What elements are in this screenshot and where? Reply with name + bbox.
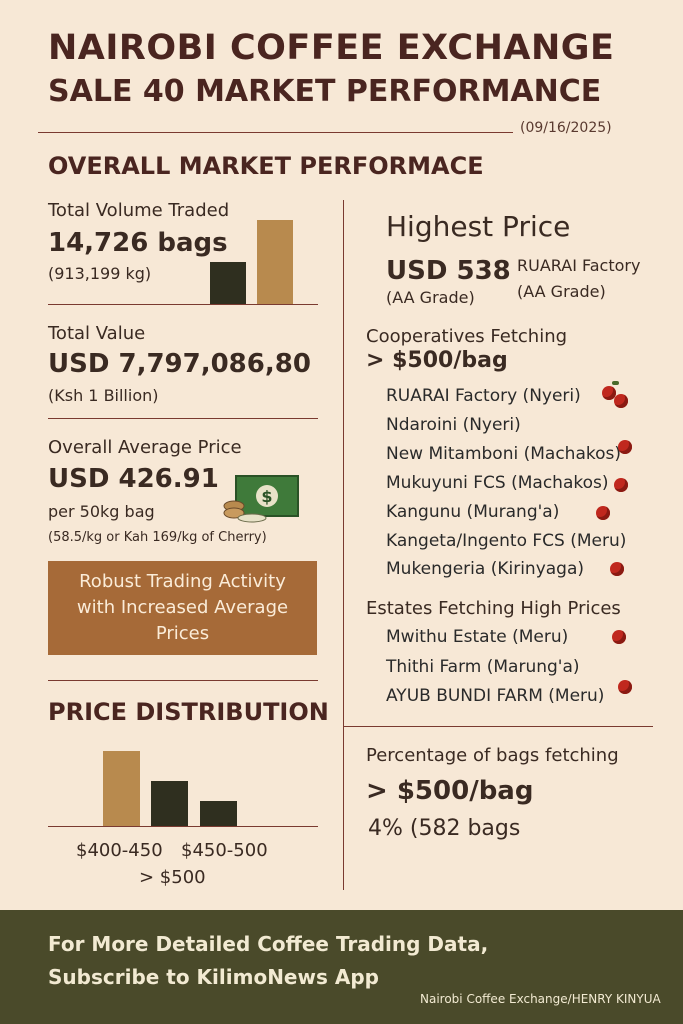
divider-1: [48, 304, 318, 305]
percentage-value: 4% (582 bags: [368, 816, 521, 841]
dist-bar-400-450: [103, 751, 140, 826]
value-label: Total Value: [48, 323, 146, 344]
highest-title: Highest Price: [386, 210, 571, 243]
average-note: (58.5/kg or Kah 169/kg of Cherry): [48, 530, 267, 545]
coffee-cherry-icon: [614, 478, 628, 492]
coffee-cherry-icon: [602, 386, 616, 400]
coffee-cherry-icon: [618, 680, 632, 694]
page-title: NAIROBI COFFEE EXCHANGE: [48, 28, 615, 68]
dist-label-2: $450-500: [181, 840, 268, 861]
highest-value: USD 538: [386, 256, 511, 286]
coop-item: RUARAI Factory (Nyeri): [386, 386, 581, 406]
value-sub: (Ksh 1 Billion): [48, 386, 159, 405]
divider-right: [343, 726, 653, 727]
coop-item: Mukengeria (Kirinyaga): [386, 559, 585, 579]
coop-item: Mukuyuni FCS (Machakos): [386, 473, 609, 493]
coop-item: New Mitamboni (Machakos): [386, 444, 621, 464]
coop-threshold: > $500/bag: [366, 348, 508, 373]
average-label: Overall Average Price: [48, 437, 242, 458]
page-subtitle: SALE 40 MARKET PERFORMANCE: [48, 74, 602, 109]
column-divider: [343, 200, 344, 890]
coffee-cherry-icon: [614, 394, 628, 408]
coffee-cherry-icon: [618, 440, 632, 454]
highest-grade: (AA Grade): [386, 288, 475, 307]
svg-text:$: $: [261, 487, 272, 506]
volume-value: 14,726 bags: [48, 228, 228, 258]
coop-item: Kangunu (Murang'a): [386, 502, 560, 522]
volume-sub: (913,199 kg): [48, 264, 152, 283]
leaf-icon: [612, 381, 619, 385]
coffee-cherry-icon: [596, 506, 610, 520]
coop-item: Kangeta/Ingento FCS (Meru): [386, 531, 627, 551]
volume-bar-tan: [257, 220, 293, 304]
dist-label-3: > $500: [139, 867, 206, 888]
percentage-threshold: > $500/bag: [366, 776, 534, 806]
dist-label-1: $400-450: [76, 840, 163, 861]
cash-icon: $: [222, 474, 302, 524]
average-value: USD 426.91: [48, 464, 219, 494]
dist-bar-500-plus: [200, 801, 237, 826]
value-amount: USD 7,797,086,80: [48, 349, 311, 379]
percentage-title: Percentage of bags fetching: [366, 745, 619, 766]
estate-item: Thithi Farm (Marung'a): [386, 657, 580, 677]
footer-credit: Nairobi Coffee Exchange/HENRY KINYUA: [420, 992, 661, 1006]
estate-item: Mwithu Estate (Meru): [386, 627, 569, 647]
dist-bar-450-500: [151, 781, 188, 826]
coffee-cherry-icon: [612, 630, 626, 644]
footer-cta: For More Detailed Coffee Trading Data, S…: [48, 928, 488, 994]
coop-title: Cooperatives Fetching: [366, 326, 568, 347]
volume-bar-dark: [210, 262, 246, 304]
divider-3: [48, 680, 318, 681]
coop-item: Ndaroini (Nyeri): [386, 415, 521, 435]
footer-banner: [0, 910, 683, 1024]
highest-factory-grade: (AA Grade): [517, 282, 606, 301]
footer-line-2: Subscribe to KilimoNews App: [48, 965, 379, 989]
footer-line-1: For More Detailed Coffee Trading Data,: [48, 932, 489, 956]
highest-factory: RUARAI Factory: [517, 256, 641, 275]
callout-box: Robust Trading Activity with Increased A…: [48, 561, 317, 655]
overall-section-title: OVERALL MARKET PERFORMACE: [48, 152, 484, 180]
dist-baseline: [48, 826, 318, 827]
estate-item: AYUB BUNDI FARM (Meru): [386, 686, 605, 706]
callout-text: Robust Trading Activity with Increased A…: [76, 571, 289, 644]
coffee-cherry-icon: [610, 562, 624, 576]
average-sub: per 50kg bag: [48, 502, 155, 521]
header-divider: [38, 132, 513, 133]
divider-2: [48, 418, 318, 419]
estates-title: Estates Fetching High Prices: [366, 598, 621, 619]
volume-label: Total Volume Traded: [48, 200, 230, 221]
distribution-section-title: PRICE DISTRIBUTION: [48, 698, 329, 726]
report-date: (09/16/2025): [520, 120, 612, 136]
